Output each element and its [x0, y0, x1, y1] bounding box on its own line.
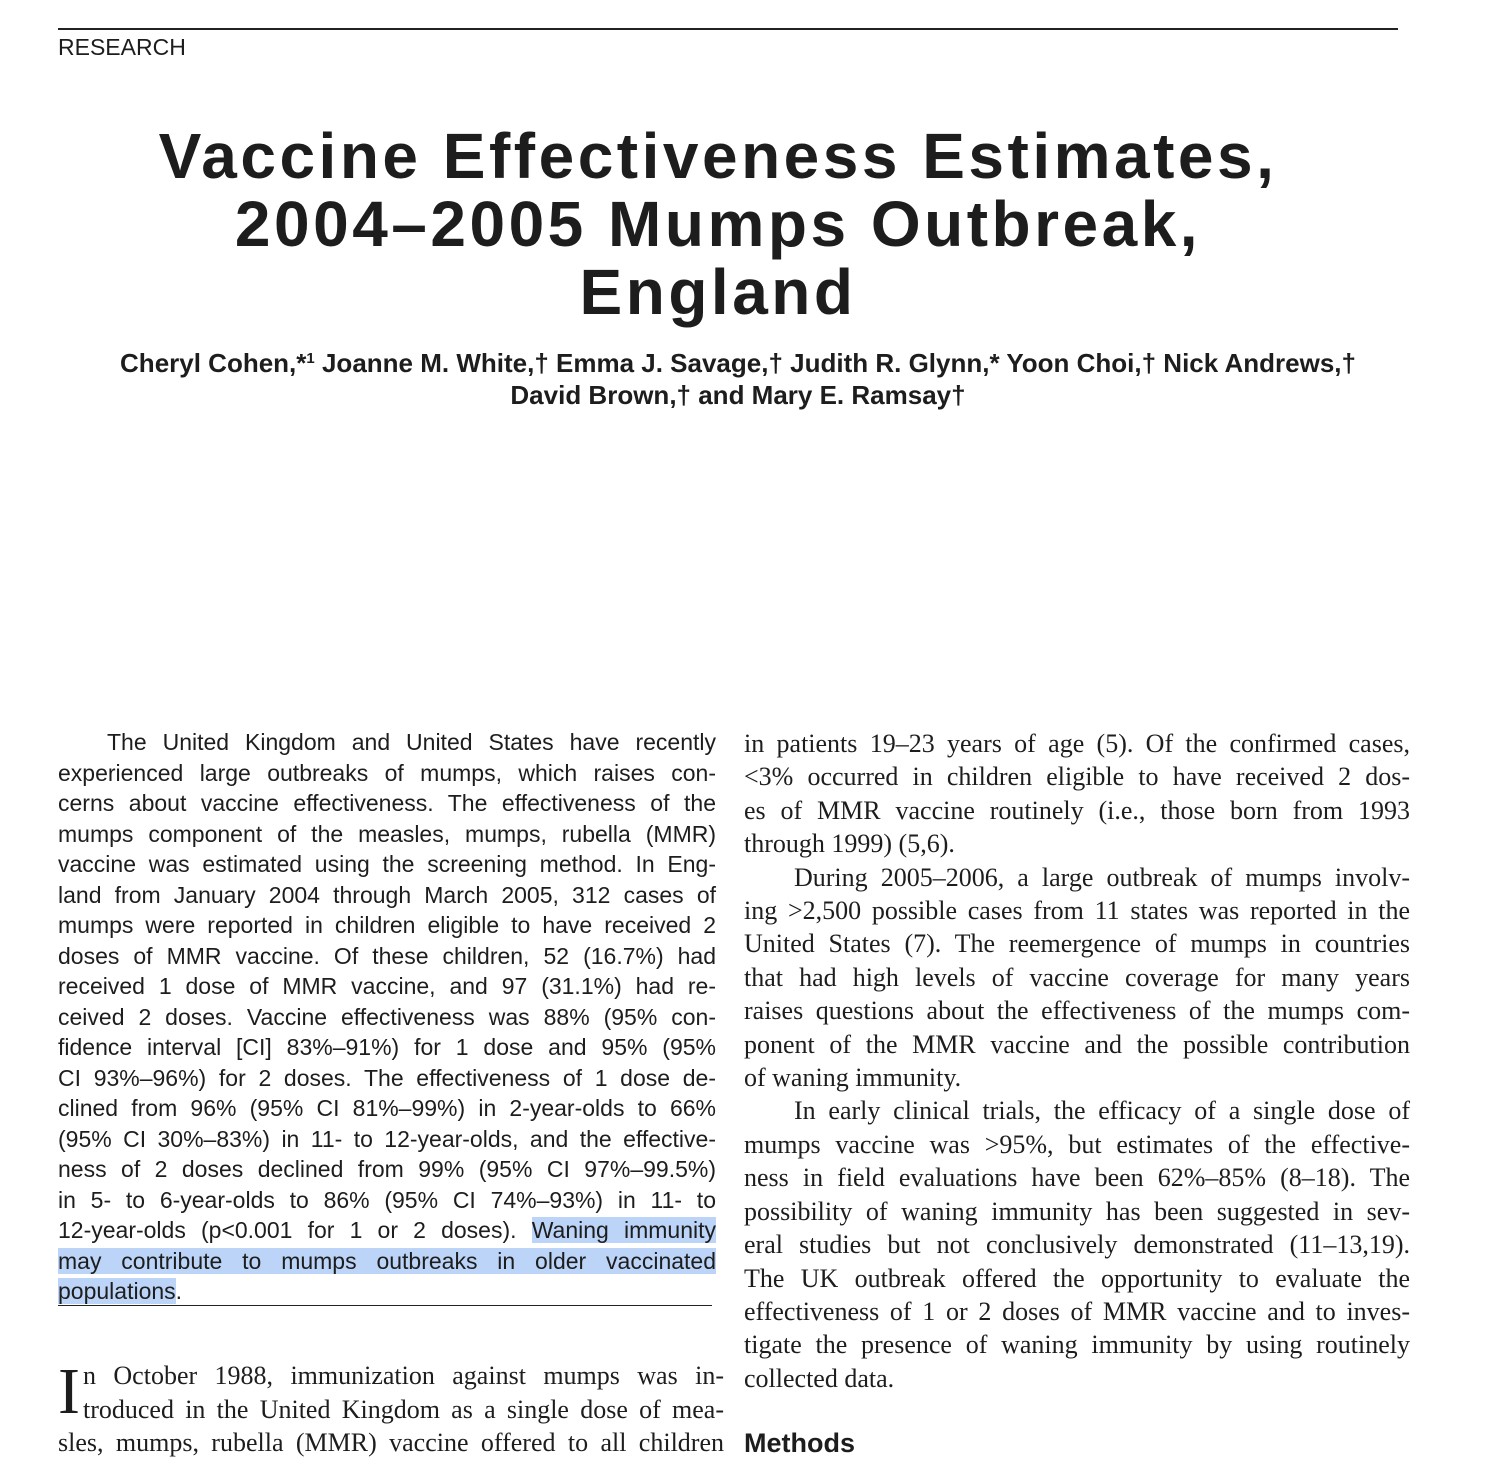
abstract-text: experienced large outbreaks of mumps, wh… — [58, 759, 716, 786]
section-label: RESEARCH — [58, 34, 186, 60]
body-line: possibility of waning immunity has been … — [744, 1196, 1410, 1226]
methods-heading: Methods — [744, 1428, 855, 1458]
body-line: mumps vaccine was >95%, but estimates of… — [744, 1129, 1410, 1159]
abstract-line: (95% CI 30%–83%) in 11- to 12-year-olds,… — [58, 1124, 716, 1155]
body-line: collected data. — [744, 1363, 895, 1393]
body-line: es of MMR vaccine routinely (i.e., those… — [744, 795, 1410, 825]
abstract-text: fidence interval [CI] 83%–91%) for 1 dos… — [58, 1034, 716, 1060]
abstract-line: land from January 2004 through March 200… — [58, 880, 716, 911]
abstract-text: (95% CI 30%–83%) in 11- to 12-year-olds,… — [58, 1125, 716, 1152]
intro-line: sles, mumps, rubella (MMR) vaccine offer… — [58, 1428, 724, 1457]
abstract-rule — [58, 1305, 712, 1306]
author-line: Cheryl Cohen,*1 Joanne M. White,† Emma J… — [0, 347, 1476, 379]
author-text: Joanne M. White,† Emma J. Savage,† Judit… — [314, 348, 1356, 378]
body-line: <3% occurred in children eligible to hav… — [744, 762, 1410, 792]
abstract-text: ness of 2 doses declined from 99% (95% C… — [58, 1156, 716, 1182]
abstract-line: 12-year-olds (p<0.001 for 1 or 2 doses).… — [58, 1215, 717, 1246]
body-line: In early clinical trials, the efficacy o… — [794, 1096, 1410, 1126]
body-line: During 2005–2006, a large outbreak of mu… — [794, 862, 1410, 892]
body-line: that had high levels of vaccine coverage… — [744, 962, 1410, 992]
body-line: The UK outbreak offered the opportunity … — [744, 1263, 1410, 1293]
abstract-text: land from January 2004 through March 200… — [58, 881, 716, 908]
highlighted-text: Waning immunity — [531, 1217, 717, 1243]
abstract-text: clined from 96% (95% CI 81%–99%) in 2-ye… — [58, 1095, 716, 1121]
abstract: The United Kingdom and United States hav… — [58, 727, 717, 1307]
abstract-text: cerns about vaccine effectiveness. The e… — [58, 790, 716, 816]
abstract-text: vaccine was estimated using the screenin… — [58, 851, 716, 877]
body-line: ness in field evaluations have been 62%–… — [744, 1163, 1410, 1193]
title-line: England — [579, 256, 857, 328]
abstract-text: ceived 2 doses. Vaccine effectiveness wa… — [58, 1003, 716, 1030]
abstract-text: in 5- to 6-year-olds to 86% (95% CI 74%–… — [58, 1186, 716, 1213]
author-line: David Brown,† and Mary E. Ramsay† — [0, 379, 1476, 411]
body-line: United States (7). The reemergence of mu… — [744, 929, 1410, 959]
abstract-line: populations. — [58, 1276, 716, 1307]
body-line: ing >2,500 possible cases from 11 states… — [744, 896, 1410, 926]
author-text: David Brown,† and Mary E. Ramsay† — [510, 380, 966, 410]
abstract-text: mumps component of the measles, mumps, r… — [58, 820, 716, 847]
abstract-line: ness of 2 doses declined from 99% (95% C… — [58, 1154, 716, 1185]
abstract-line: The United Kingdom and United States hav… — [58, 727, 716, 758]
top-rule — [58, 28, 1398, 30]
abstract-line: ceived 2 doses. Vaccine effectiveness wa… — [58, 1002, 716, 1033]
abstract-line: CI 93%–96%) for 2 doses. The effectivene… — [58, 1063, 716, 1094]
abstract-line: in 5- to 6-year-olds to 86% (95% CI 74%–… — [58, 1185, 716, 1216]
abstract-line: clined from 96% (95% CI 81%–99%) in 2-ye… — [58, 1093, 716, 1124]
body-line: ponent of the MMR vaccine and the possib… — [744, 1029, 1410, 1059]
abstract-text: 12-year-olds (p<0.001 for 1 or 2 doses). — [58, 1217, 517, 1243]
intro-line: n October 1988, immunization against mum… — [83, 1361, 724, 1390]
author-text: 1 — [306, 350, 315, 367]
body-line: tigate the presence of waning immunity b… — [744, 1330, 1410, 1360]
author-text: Cheryl Cohen,* — [120, 348, 307, 378]
abstract-text: received 1 dose of MMR vaccine, and 97 (… — [58, 973, 716, 999]
title-line: 2004–2005 Mumps Outbreak, — [234, 188, 1202, 260]
highlighted-text: populations — [58, 1278, 176, 1304]
highlighted-text: may contribute to mumps outbreaks in old… — [58, 1247, 716, 1274]
abstract-line: experienced large outbreaks of mumps, wh… — [58, 758, 716, 789]
abstract-line: doses of MMR vaccine. Of these children,… — [58, 941, 716, 972]
right-column: in patients 19–23 years of age (5). Of t… — [744, 727, 1410, 1395]
body-line: of waning immunity. — [744, 1063, 962, 1093]
body-line: through 1999) (5,6). — [744, 829, 955, 859]
abstract-line: mumps component of the measles, mumps, r… — [58, 819, 716, 850]
abstract-line: vaccine was estimated using the screenin… — [58, 849, 716, 880]
body-line: in patients 19–23 years of age (5). Of t… — [744, 729, 1410, 758]
abstract-line: fidence interval [CI] 83%–91%) for 1 dos… — [58, 1032, 716, 1063]
abstract-text: mumps were reported in children eligible… — [58, 912, 716, 938]
title: Vaccine Effectiveness Estimates, 2004–200… — [0, 122, 1436, 326]
authors: Cheryl Cohen,*1 Joanne M. White,† Emma J… — [0, 347, 1476, 411]
abstract-line: mumps were reported in children eligible… — [58, 910, 716, 941]
abstract-line: cerns about vaccine effectiveness. The e… — [58, 788, 716, 819]
abstract-line: received 1 dose of MMR vaccine, and 97 (… — [58, 971, 716, 1002]
drop-cap: I — [58, 1355, 80, 1428]
intro-line: troduced in the United Kingdom as a sing… — [83, 1394, 724, 1424]
body-line: raises questions about the effectiveness… — [744, 996, 1410, 1026]
abstract-line: may contribute to mumps outbreaks in old… — [58, 1246, 716, 1277]
body-line: effectiveness of 1 or 2 doses of MMR vac… — [744, 1296, 1410, 1326]
abstract-text: . — [175, 1278, 183, 1304]
abstract-text: doses of MMR vaccine. Of these children,… — [58, 942, 716, 969]
body-line: eral studies but not conclusively demons… — [744, 1230, 1410, 1260]
abstract-text: The United Kingdom and United States hav… — [107, 729, 716, 755]
abstract-text: CI 93%–96%) for 2 doses. The effectivene… — [58, 1064, 716, 1091]
title-line: Vaccine Effectiveness Estimates, — [158, 120, 1278, 192]
